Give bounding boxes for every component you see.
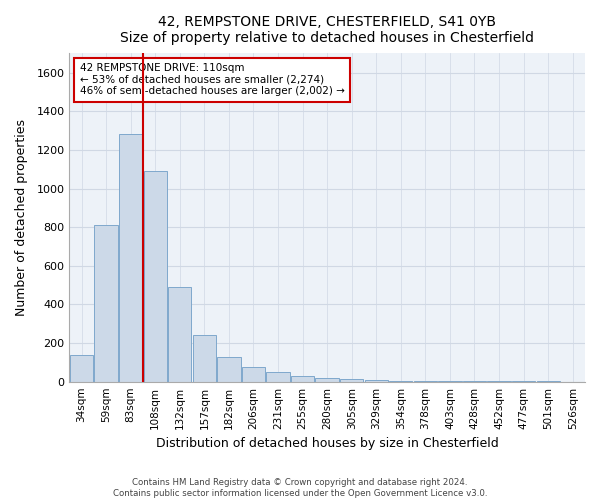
Bar [193,336,216,382]
Bar [266,372,290,382]
Text: Contains HM Land Registry data © Crown copyright and database right 2024.
Contai: Contains HM Land Registry data © Crown c… [113,478,487,498]
Text: 42 REMPSTONE DRIVE: 110sqm
← 53% of detached houses are smaller (2,274)
46% of s: 42 REMPSTONE DRIVE: 110sqm ← 53% of deta… [80,63,344,96]
Bar [94,225,118,382]
X-axis label: Distribution of detached houses by size in Chesterfield: Distribution of detached houses by size … [156,437,499,450]
Y-axis label: Number of detached properties: Number of detached properties [15,119,28,316]
Bar [217,357,241,382]
Bar [119,134,142,382]
Bar [291,376,314,382]
Bar [242,367,265,382]
Title: 42, REMPSTONE DRIVE, CHESTERFIELD, S41 0YB
Size of property relative to detached: 42, REMPSTONE DRIVE, CHESTERFIELD, S41 0… [120,15,534,45]
Bar [414,381,437,382]
Bar [389,380,412,382]
Bar [70,354,93,382]
Bar [340,380,364,382]
Bar [365,380,388,382]
Bar [168,287,191,382]
Bar [316,378,339,382]
Bar [143,171,167,382]
